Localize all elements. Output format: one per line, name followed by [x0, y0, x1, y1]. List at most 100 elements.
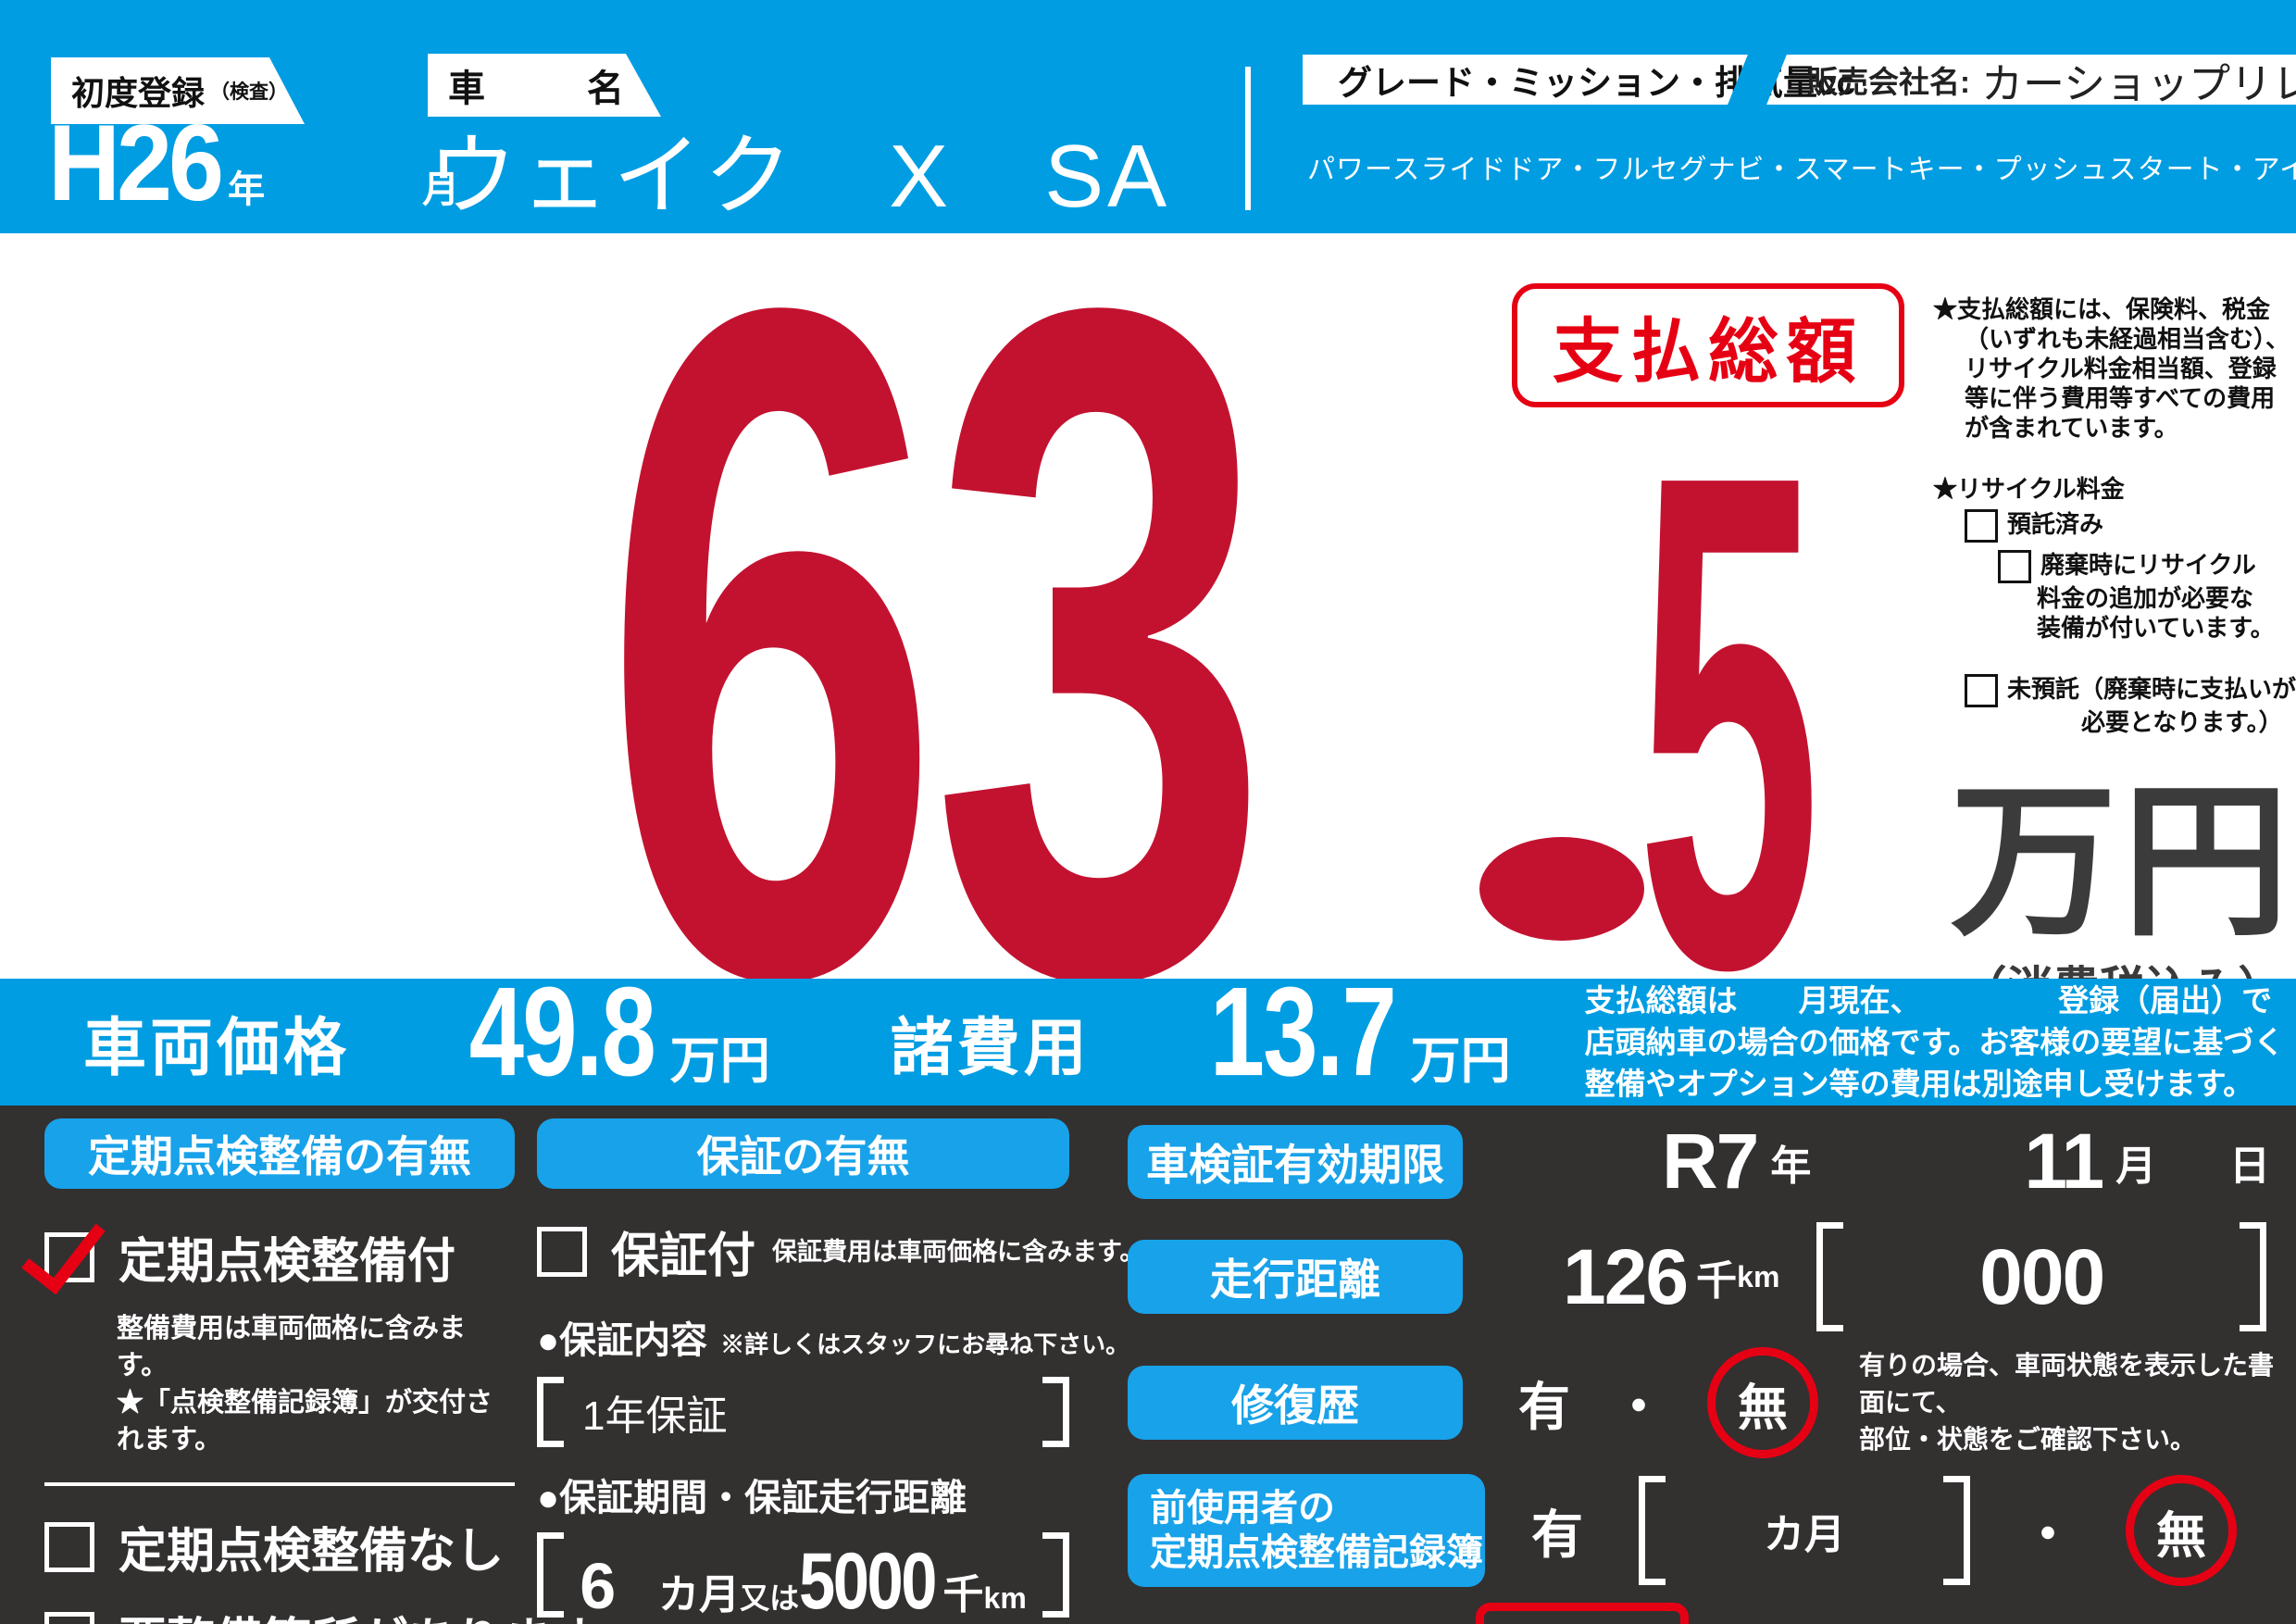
header-divider — [1245, 67, 1251, 210]
maintenance-needed-label: 要整備箇所があります — [119, 1602, 600, 1624]
inspection-expiry-label: 車検証有効期限 — [1128, 1124, 1463, 1199]
vehicle-price-unit: 万円 — [669, 1033, 770, 1089]
repair-yes-option[interactable]: 有 — [1518, 1377, 1570, 1436]
maintenance-none-label: 定期点検整備なし — [119, 1525, 505, 1579]
warranty-months: 6 — [580, 1550, 617, 1622]
warranty-included-label: 保証付 — [611, 1230, 756, 1283]
first-registration-label: 初度登録 （検査） — [51, 57, 305, 124]
warranty-included-checkbox[interactable] — [537, 1226, 587, 1277]
grade-seller-bar: グレード・ミッション・排気量cc 販売会社名: カーショップリレイト — [1303, 55, 2296, 107]
repair-history-row: 修復歴 有 ・ 無 有りの場合、車両状態を表示した書面にて、 部位・状態をご確認… — [1128, 1347, 2285, 1458]
year-suffix: 年 — [228, 169, 266, 210]
bracket-left-icon — [1816, 1222, 1844, 1331]
record-no-option-selected[interactable]: 無 — [2126, 1475, 2237, 1586]
registration-era-year: H26 — [48, 102, 224, 223]
equipment-list: パワースライドドア・フルセグナビ・スマートキー・プッシュスタート・アイド — [1307, 155, 2296, 185]
maintenance-note-2: ★「点検整備記録簿」が交付されます。 — [117, 1388, 493, 1455]
bracket-left-icon — [537, 1532, 564, 1618]
record-yes-option[interactable]: 有 — [1531, 1505, 1583, 1564]
bracket-left-icon — [1639, 1476, 1666, 1585]
repair-no-option-selected[interactable]: 無 — [1707, 1347, 1818, 1458]
fees-value: 13.7 — [1209, 959, 1397, 1103]
bracket-right-icon — [1042, 1532, 1069, 1618]
maintenance-included-checkbox[interactable] — [21, 1204, 106, 1294]
vehicle-price-label: 車両価格 — [83, 1013, 351, 1083]
record-months: カ月 — [1764, 1512, 1845, 1557]
usage-history-row: 使用歴 自家用車 営業車 レンタカー その他 — [1128, 1603, 2285, 1624]
recycle-fee-block: ★リサイクル料金 預託済み 廃棄時にリサイクル 料金の追加が必要な 装備が付いて… — [1933, 474, 2296, 643]
vehicle-price-value: 49.8 — [468, 959, 656, 1103]
usage-rental-option[interactable]: レンタカー — [1904, 1611, 2113, 1624]
seller-name: カーショップリレイト — [1981, 59, 2296, 107]
mileage-extra: 000 — [1979, 1232, 2105, 1320]
deposit-extra-checkbox[interactable] — [1998, 550, 2031, 583]
usage-other-option[interactable]: その他 — [2160, 1611, 2285, 1624]
warranty-months-unit: カ月 — [658, 1572, 741, 1618]
mileage-label: 走行距離 — [1128, 1240, 1463, 1314]
mileage-row: 走行距離 126 千 km 000 — [1128, 1222, 2285, 1331]
bracket-right-icon — [1943, 1476, 1970, 1585]
repair-note-2: 部位・状態をご確認下さい。 — [1859, 1425, 2197, 1454]
seller-block: 販売会社名: カーショップリレイト — [1807, 55, 2296, 107]
deposited-label: 預託済み — [2007, 510, 2104, 538]
seller-label: 販売会社名: — [1807, 65, 1970, 99]
bottom-section: 定期点検整備の有無 定期点検整備付 整備費用は車両価格に含みます。 ★「点検整備… — [0, 1106, 2296, 1624]
record-book-label: 前使用者の 定期点検整備記録簿 — [1128, 1474, 1485, 1587]
warranty-or: 又は — [740, 1581, 800, 1615]
car-name: ウェイク X SA — [428, 127, 1171, 226]
warranty-content-value: 1年保証 — [582, 1393, 728, 1439]
warranty-km-thousand: 千 — [942, 1572, 984, 1618]
expiry-era-year: R7 — [1662, 1118, 1759, 1205]
warranty-included-note: 保証費用は車両価格に含みます。 — [772, 1237, 1145, 1266]
total-payment-badge: 支払総額 — [1512, 283, 1904, 407]
repair-history-label: 修復歴 — [1128, 1366, 1463, 1440]
price-breakdown-bar: 車両価格 49.8 万円 諸費用 13.7 万円 支払総額は 月現在、 登録（届… — [0, 960, 2296, 1106]
total-price-fraction: 5 — [1637, 329, 1821, 1115]
fees-label: 諸費用 — [890, 1013, 1091, 1083]
inspection-expiry-row: 車検証有効期限 R7 年 11 月 日 — [1128, 1117, 2285, 1206]
usage-private-option-selected[interactable]: 自家用車 — [1476, 1603, 1689, 1624]
warranty-period-label: ●保証期間・保証走行距離 — [537, 1478, 967, 1518]
repair-note-1: 有りの場合、車両状態を表示した書面にて、 — [1859, 1351, 2275, 1417]
deposited-checkbox[interactable] — [1965, 509, 1998, 543]
not-deposited-block: 未預託（廃棄時に支払いが 必要となります。） — [1933, 674, 2296, 737]
first-registration-value: H26 年 月 — [48, 102, 460, 225]
deposit-extra-label: 廃棄時にリサイクル — [2040, 551, 2256, 579]
warranty-km: 5000 — [799, 1537, 938, 1624]
car-name-label: 車名 — [428, 54, 661, 117]
mileage-value: 126 — [1563, 1232, 1689, 1320]
first-registration-label-text: 初度登録 — [71, 74, 206, 112]
red-check-icon — [21, 1204, 106, 1294]
maintenance-none-checkbox[interactable] — [44, 1521, 94, 1572]
bracket-right-icon — [1042, 1377, 1069, 1447]
price-bar-note: 支払総額は 月現在、 登録（届出）で 店頭納車の場合の価格です。お客様の要望に基… — [1584, 983, 2285, 1101]
record-book-row: 前使用者の 定期点検整備記録簿 有 カ月 ・ 無 — [1128, 1474, 2285, 1587]
warranty-title: 保証の有無 — [537, 1118, 1069, 1189]
warranty-content-note: ※詳しくはスタッフにお尋ね下さい。 — [720, 1330, 1130, 1358]
maintenance-included-label: 定期点検整備付 — [119, 1235, 456, 1289]
not-deposited-checkbox[interactable] — [1965, 674, 1998, 707]
details-column: 車検証有効期限 R7 年 11 月 日 走行距離 126 千 km 000 — [1128, 1117, 2285, 1624]
man-yen-unit: 万円 — [1950, 769, 2295, 956]
warranty-content-label: ●保証内容 — [537, 1320, 708, 1361]
not-deposited-label: 未預託（廃棄時に支払いが — [2007, 675, 2296, 703]
total-price-decimal-point — [1479, 837, 1644, 941]
maintenance-needed-checkbox[interactable] — [44, 1611, 94, 1624]
expiry-month: 11 — [2024, 1118, 2104, 1205]
recycle-fee-title: ★リサイクル料金 — [1933, 475, 2125, 503]
divider — [44, 1482, 515, 1486]
warranty-column: 保証の有無 保証付 保証費用は車両価格に含みます。 ●保証内容 ※詳しくはスタッ… — [537, 1118, 1144, 1624]
maintenance-note-1: 整備費用は車両価格に含みます。 — [117, 1314, 467, 1380]
usage-commercial-option[interactable]: 営業車 — [1731, 1611, 1856, 1624]
header: 初度登録 （検査） H26 年 月 車名 ウェイク X SA グレード・ミッショ… — [0, 0, 2296, 233]
month-suffix: 月 — [422, 169, 460, 210]
bracket-left-icon — [537, 1377, 564, 1447]
maintenance-column: 定期点検整備の有無 定期点検整備付 整備費用は車両価格に含みます。 ★「点検整備… — [21, 1118, 600, 1624]
total-price-integer: 63 — [602, 110, 1270, 1176]
fees-unit: 万円 — [1410, 1033, 1511, 1089]
total-payment-note: ★支払総額には、保険料、税金 （いずれも未経過相当含む）、 リサイクル料金相当額… — [1933, 295, 2290, 442]
bracket-right-icon — [2240, 1222, 2266, 1331]
maintenance-title: 定期点検整備の有無 — [44, 1118, 515, 1189]
side-notes: ★支払総額には、保険料、税金 （いずれも未経過相当含む）、 リサイクル料金相当額… — [1933, 294, 2296, 768]
